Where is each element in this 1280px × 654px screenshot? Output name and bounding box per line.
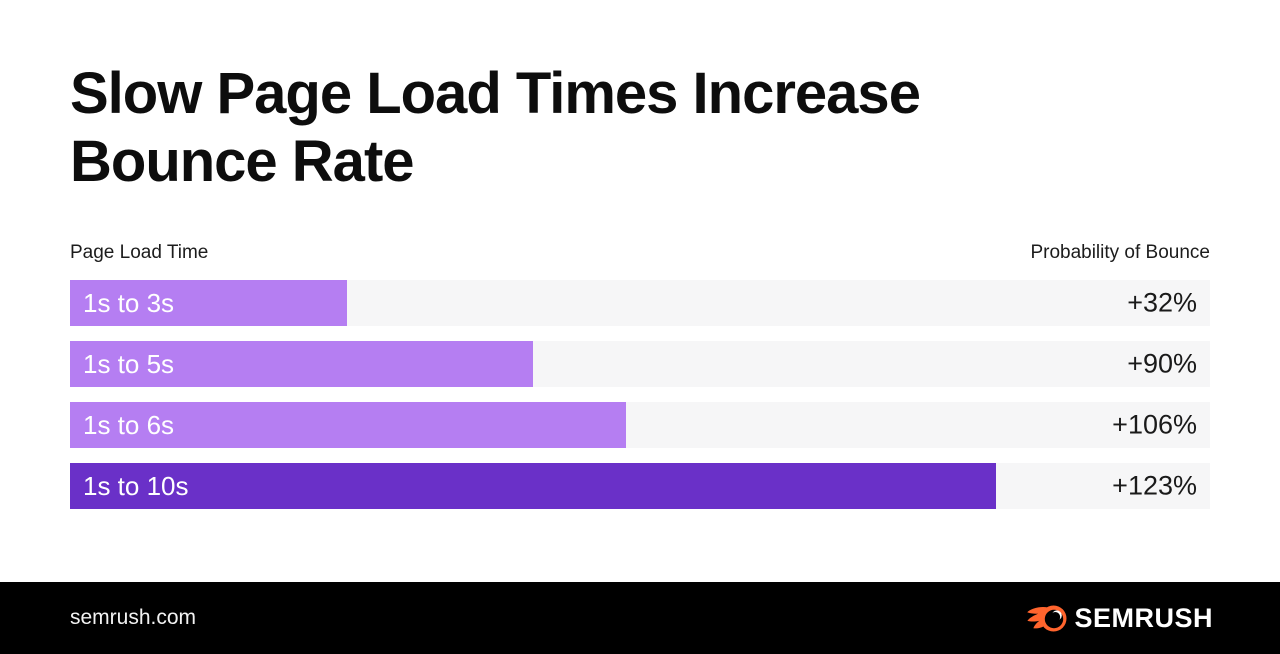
chart-area: Slow Page Load Times Increase Bounce Rat… <box>70 61 1210 509</box>
axis-label-probability-of-bounce: Probability of Bounce <box>1030 242 1210 263</box>
bar-category-label: 1s to 6s <box>83 409 175 440</box>
semrush-wordmark: SEMRUSH <box>1074 602 1213 633</box>
bar-fill: 1s to 5s <box>70 341 533 387</box>
bar-category-label: 1s to 3s <box>83 287 175 318</box>
bar-value-label: +90% <box>1127 348 1197 379</box>
bar-row-1s-to-3s: 1s to 3s +32% <box>70 280 1210 326</box>
semrush-comet-icon <box>1027 605 1067 631</box>
axis-label-page-load-time: Page Load Time <box>70 242 209 263</box>
bar-value-label: +123% <box>1112 470 1197 501</box>
semrush-logo: SEMRUSH <box>1026 603 1213 634</box>
bar-row-1s-to-6s: 1s to 6s +106% <box>70 402 1210 448</box>
bar-value-label: +32% <box>1127 287 1197 318</box>
bar-fill: 1s to 10s <box>70 463 996 509</box>
bar-chart: 1s to 3s +32% 1s to 5s +90% 1s to 6s +10… <box>70 280 1210 509</box>
bar-category-label: 1s to 10s <box>83 470 189 501</box>
bar-fill: 1s to 6s <box>70 402 627 448</box>
bar-row-1s-to-10s: 1s to 10s +123% <box>70 463 1210 509</box>
footer-site-url: semrush.com <box>70 606 197 629</box>
bar-value-label: +106% <box>1112 409 1197 440</box>
bar-row-1s-to-5s: 1s to 5s +90% <box>70 341 1210 387</box>
bar-fill: 1s to 3s <box>70 280 348 326</box>
footer-bar: semrush.com SEMRUSH <box>0 582 1280 654</box>
bar-category-label: 1s to 5s <box>83 348 175 379</box>
chart-header: Page Load Time Probability of Bounce <box>70 242 1210 264</box>
page-title: Slow Page Load Times Increase Bounce Rat… <box>70 61 921 194</box>
